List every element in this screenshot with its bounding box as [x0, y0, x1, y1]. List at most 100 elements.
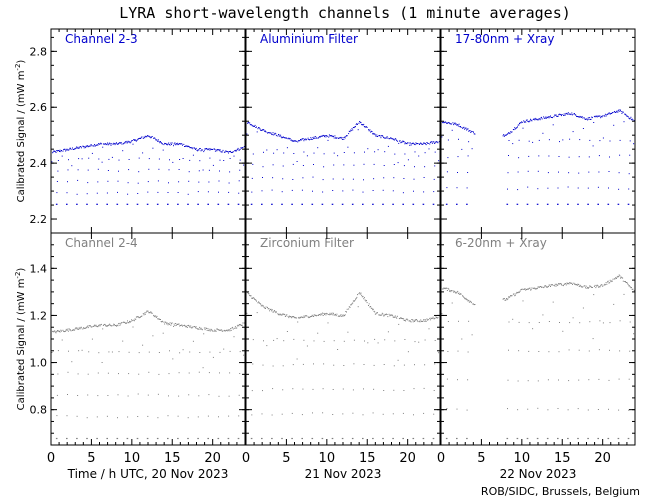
- transition-point: [353, 363, 355, 365]
- data-point: [252, 297, 254, 299]
- data-point: [609, 113, 611, 115]
- data-point: [580, 286, 582, 288]
- data-point: [151, 312, 152, 314]
- transition-point: [158, 373, 160, 375]
- transition-point: [619, 139, 621, 141]
- data-point: [337, 138, 339, 139]
- transition-point: [208, 181, 210, 183]
- transition-point: [447, 321, 449, 322]
- transition-point: [282, 389, 284, 391]
- data-point: [126, 322, 128, 324]
- data-point: [380, 314, 382, 316]
- data-point: [549, 284, 551, 286]
- transition-point: [77, 169, 79, 171]
- transition-point: [394, 340, 396, 342]
- data-point: [322, 312, 323, 314]
- data-point: [451, 123, 452, 125]
- data-point: [254, 298, 255, 300]
- data-point: [522, 127, 524, 129]
- transition-point: [218, 395, 220, 397]
- data-point: [455, 123, 457, 125]
- data-point: [442, 288, 444, 290]
- data-point: [67, 328, 69, 330]
- data-point: [254, 124, 256, 126]
- y-tick-label: 2.2: [30, 213, 48, 226]
- data-point: [52, 331, 54, 333]
- data-point: [341, 139, 343, 140]
- data-point: [381, 135, 383, 137]
- data-point: [88, 145, 90, 147]
- data-point: [523, 120, 525, 122]
- transition-point: [117, 180, 119, 182]
- data-point: [278, 134, 279, 135]
- data-point: [457, 293, 459, 295]
- data-point: [353, 127, 355, 129]
- floor-point: [146, 437, 149, 440]
- data-point: [120, 322, 122, 324]
- data-point: [320, 313, 322, 315]
- data-point: [94, 145, 96, 147]
- data-point: [151, 136, 153, 137]
- data-point: [581, 286, 583, 288]
- data-point: [300, 316, 301, 318]
- transition-point: [158, 158, 160, 160]
- data-point: [65, 150, 67, 152]
- data-point: [528, 121, 530, 123]
- data-point: [210, 148, 212, 150]
- transition-point: [292, 163, 294, 165]
- data-point: [279, 135, 281, 137]
- data-point: [155, 139, 157, 141]
- data-point: [98, 324, 100, 326]
- floor-point: [177, 437, 179, 440]
- data-point: [322, 134, 324, 136]
- data-point: [231, 327, 233, 329]
- data-point: [118, 143, 120, 144]
- data-point: [324, 136, 325, 138]
- transition-point: [106, 415, 108, 417]
- data-point: [473, 304, 475, 306]
- data-point: [434, 142, 436, 144]
- floor-point: [207, 437, 209, 440]
- data-point: [264, 307, 266, 309]
- data-point: [135, 316, 137, 318]
- data-point: [87, 325, 89, 327]
- transition-point: [467, 172, 469, 173]
- data-point: [633, 143, 635, 145]
- data-point: [123, 321, 125, 323]
- data-point: [235, 327, 237, 329]
- data-point: [552, 284, 553, 286]
- transition-point: [158, 168, 160, 170]
- data-point: [510, 295, 512, 297]
- data-point: [607, 113, 609, 115]
- transition-point: [447, 139, 449, 141]
- transition-point: [568, 380, 570, 382]
- data-point: [197, 150, 199, 152]
- data-point: [429, 317, 431, 319]
- data-point: [417, 321, 419, 323]
- data-point: [107, 142, 109, 144]
- data-point: [220, 151, 222, 153]
- transition-point: [292, 179, 294, 180]
- data-point: [338, 137, 340, 139]
- data-point: [251, 297, 253, 299]
- data-point: [383, 315, 385, 317]
- transition-point: [302, 165, 304, 166]
- floor-point: [311, 437, 314, 440]
- data-point: [416, 319, 418, 321]
- data-point: [72, 329, 73, 331]
- data-point: [530, 289, 532, 291]
- data-point: [89, 325, 91, 327]
- data-point: [234, 150, 236, 152]
- data-point: [360, 292, 362, 294]
- data-point: [502, 135, 504, 137]
- data-point: [313, 138, 315, 140]
- data-point: [574, 283, 576, 285]
- data-point: [56, 150, 58, 152]
- data-point: [228, 329, 230, 331]
- transition-point: [272, 365, 274, 367]
- data-point: [423, 319, 424, 321]
- transition-point: [599, 320, 601, 322]
- data-point: [537, 119, 539, 121]
- data-point: [437, 317, 439, 319]
- data-point: [149, 312, 150, 314]
